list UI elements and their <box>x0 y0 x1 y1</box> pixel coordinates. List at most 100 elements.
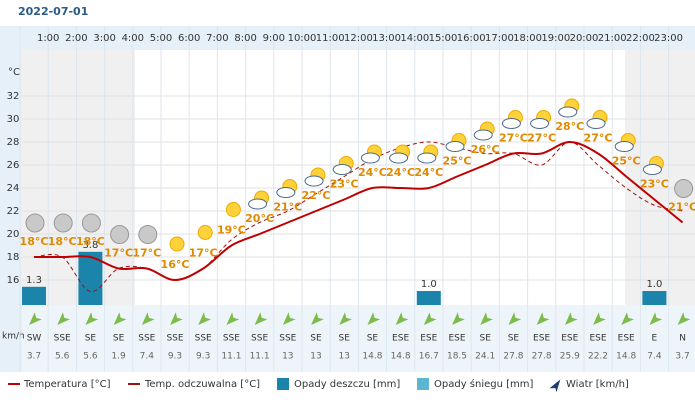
wind-speed: 16.7 <box>419 352 439 362</box>
hour-label: 7:00 <box>206 33 228 44</box>
temperature-label: 24°C <box>386 166 415 179</box>
wind-direction: SE <box>338 334 350 344</box>
legend-swatch <box>417 378 429 390</box>
wind-speed: 11.1 <box>221 352 241 362</box>
hour-label: 10:00 <box>288 33 317 44</box>
wind-arrow <box>282 312 296 325</box>
wind-direction: ESE <box>589 334 606 344</box>
wind-arrow-shape <box>621 312 634 325</box>
cloud-icon <box>360 152 380 164</box>
y-tick-label: 16 <box>7 275 20 286</box>
wind-direction: SSE <box>138 334 155 344</box>
wind-unit: km/h <box>2 332 25 342</box>
moon-icon <box>674 179 694 198</box>
hour-label: 16:00 <box>457 33 486 44</box>
wind-speed: 14.8 <box>616 352 636 362</box>
y-tick-label: 30 <box>7 114 20 125</box>
wind-arrow <box>593 312 606 325</box>
wind-speed: 7.4 <box>647 352 662 362</box>
hour-label: 12:00 <box>344 33 373 44</box>
wind-speed: 24.1 <box>475 352 495 362</box>
y-tick-label: 24 <box>7 183 20 194</box>
wind-direction: N <box>679 334 686 344</box>
temperature-label: 27°C <box>584 132 613 145</box>
temperature-label: 18°C <box>76 235 105 248</box>
moon-icon <box>53 213 73 233</box>
cloud-icon <box>276 187 296 198</box>
moon-icon <box>138 225 158 244</box>
wind-direction: SSE <box>279 334 296 344</box>
legend-label: Opady deszczu [mm] <box>294 379 400 390</box>
cloud-icon <box>473 129 493 141</box>
wind-direction: ESE <box>420 334 437 344</box>
wind-direction: ESE <box>561 334 578 344</box>
moon-icon <box>81 213 101 233</box>
rain-label: 3.8 <box>82 240 98 251</box>
temperature-label: 18°C <box>48 235 77 248</box>
wind-arrow <box>452 312 465 325</box>
wind-arrow-shape <box>198 312 211 325</box>
wind-speed: 7.4 <box>140 352 155 362</box>
temperature-label: 26°C <box>471 143 500 156</box>
wind-speed: 18.5 <box>447 352 467 362</box>
temperature-label: 18°C <box>20 235 49 248</box>
wind-speed: 3.7 <box>675 352 689 362</box>
wind-speed: 25.9 <box>560 352 580 362</box>
wind-arrow <box>254 312 268 325</box>
wind-arrow <box>395 312 409 325</box>
temperature-label: 20°C <box>245 212 274 225</box>
hour-label: 19:00 <box>541 33 570 44</box>
wind-arrow-shape <box>339 312 352 325</box>
y-tick-label: 18 <box>7 252 20 263</box>
cloud-icon <box>642 164 662 175</box>
wind-arrow <box>621 312 634 325</box>
wind-arrow <box>423 312 437 325</box>
hour-label: 6:00 <box>178 33 200 44</box>
legend-label: Temp. odczuwalna [°C] <box>144 379 260 390</box>
wind-direction: SE <box>310 334 322 344</box>
temperature-label: 17°C <box>132 247 161 260</box>
wind-arrow-shape <box>452 312 465 325</box>
cloud-icon <box>389 152 409 164</box>
rain-bar <box>22 286 46 305</box>
temperature-label: 24°C <box>414 166 443 179</box>
hour-label: 15:00 <box>429 33 458 44</box>
sun-icon <box>197 225 213 240</box>
cloud-icon <box>501 118 521 129</box>
wind-speed: 27.8 <box>503 352 523 362</box>
left-strip <box>0 26 22 372</box>
wind-arrow-shape <box>480 312 493 325</box>
wind-speed: 14.8 <box>362 352 382 362</box>
temperature-line <box>33 140 684 282</box>
wind-arrow-shape <box>282 312 296 325</box>
rain-bar <box>416 291 441 305</box>
cloud-icon <box>248 198 268 210</box>
temperature-label: 21°C <box>668 201 695 214</box>
wind-direction: ESE <box>618 334 635 344</box>
wind-arrow-shape <box>508 312 522 325</box>
wind-direction: SE <box>367 334 379 344</box>
feels-like-line <box>33 141 683 293</box>
wind-direction: SSE <box>166 334 183 344</box>
wind-speed: 22.2 <box>588 352 608 362</box>
wind-direction: SSE <box>54 334 71 344</box>
cloud-icon <box>586 118 606 129</box>
wind-arrow <box>198 312 211 325</box>
temperature-label: 27°C <box>527 132 556 145</box>
sun-icon <box>225 202 241 217</box>
cloud-icon <box>445 141 465 152</box>
wind-arrow <box>508 312 522 325</box>
temperature-label: 28°C <box>555 120 584 133</box>
hour-label: 21:00 <box>598 33 627 44</box>
hour-label: 17:00 <box>485 33 514 44</box>
cloud-icon <box>417 152 437 164</box>
legend-label: Temperatura [°C] <box>23 379 111 390</box>
wind-arrow-shape <box>593 312 606 325</box>
temperature-label: 25°C <box>443 155 472 168</box>
wind-arrow-shape <box>29 312 42 325</box>
wind-arrow <box>57 312 70 325</box>
wind-arrow-shape <box>311 312 324 325</box>
wind-direction: SE <box>85 334 97 344</box>
hour-label: 3:00 <box>93 33 115 44</box>
